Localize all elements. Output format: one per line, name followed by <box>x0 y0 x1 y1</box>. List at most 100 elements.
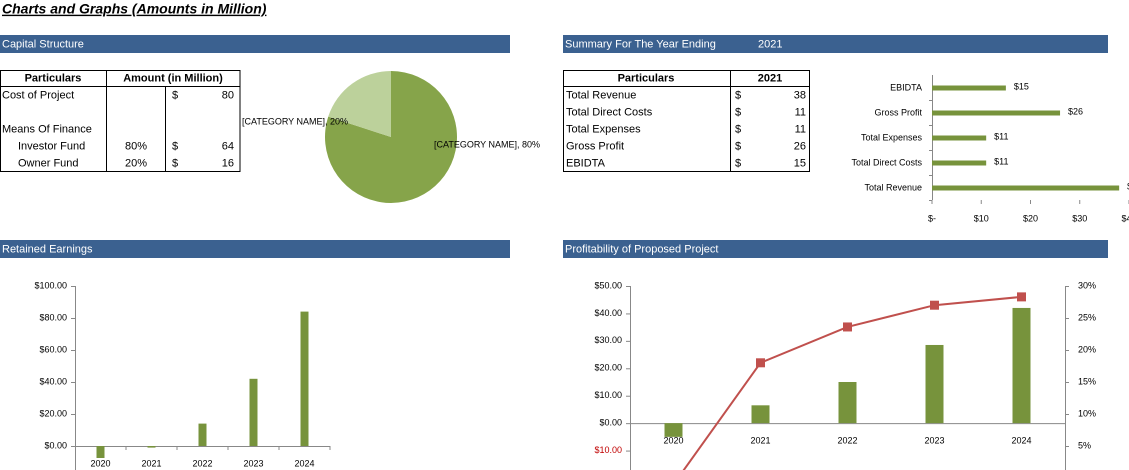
y-tick-label: $10.00 <box>594 445 622 455</box>
bar <box>96 446 105 458</box>
row-currency: $ <box>735 89 741 101</box>
y-tick-label: Gross Profit <box>874 107 922 117</box>
x-tick-label: 2022 <box>837 435 857 445</box>
line-marker <box>843 322 852 332</box>
table-border <box>563 86 810 172</box>
row-currency: $ <box>735 123 741 135</box>
x-tick-label: $20 <box>1023 213 1038 223</box>
y-tick-label: Total Direct Costs <box>851 157 922 167</box>
x-tick-label: $30 <box>1072 213 1087 223</box>
row-share: 80% <box>125 140 147 152</box>
data-label: $26 <box>1068 106 1083 116</box>
y-tick-label: Total Revenue <box>864 182 922 192</box>
row-label: Means Of Finance <box>2 123 92 135</box>
section-header <box>563 240 1108 258</box>
y-tick-label: $40.00 <box>594 308 622 318</box>
y2-tick-label: 20% <box>1078 344 1096 354</box>
bar <box>838 382 857 424</box>
row-label: Cost of Project <box>2 89 74 101</box>
y2-tick-label: 30% <box>1078 280 1096 290</box>
bar <box>751 405 770 424</box>
table-header: Particulars <box>618 72 675 84</box>
y-tick-label: Total Expenses <box>861 132 923 142</box>
y2-tick-label: 15% <box>1078 376 1096 386</box>
y-tick-label: $0.00 <box>599 418 622 428</box>
x-tick-label: 2021 <box>750 435 770 445</box>
row-amount: 64 <box>222 140 234 152</box>
y-tick-label: $20.00 <box>594 363 622 373</box>
line-marker <box>1017 292 1026 302</box>
bar <box>147 446 156 448</box>
row-currency: $ <box>735 140 741 152</box>
table-header: Particulars <box>25 72 82 84</box>
row-amount: 15 <box>794 157 806 169</box>
y2-tick-label: 25% <box>1078 312 1096 322</box>
table-header: 2021 <box>758 72 782 84</box>
section-title: Capital Structure <box>2 38 84 50</box>
data-label: $11 <box>994 156 1008 166</box>
pie-slice <box>328 71 391 137</box>
row-label: EBIDTA <box>566 157 606 169</box>
row-amount: 16 <box>222 157 234 169</box>
x-tick-label: 2020 <box>90 458 110 468</box>
row-share: 20% <box>125 157 147 169</box>
bar <box>300 311 309 446</box>
bar <box>664 423 683 437</box>
section-title: Summary For The Year Ending <box>565 38 716 50</box>
x-tick-label: 2023 <box>924 435 944 445</box>
bar <box>932 135 987 141</box>
bar <box>932 85 1006 91</box>
row-label: Investor Fund <box>18 140 85 152</box>
bar <box>1012 307 1031 424</box>
x-tick-label: 2024 <box>294 458 314 468</box>
y-tick-label: $60.00 <box>39 344 67 354</box>
bar <box>932 185 1120 191</box>
y-tick-label: $50.00 <box>594 280 622 290</box>
y-tick-label: $0.00 <box>44 440 67 450</box>
y-tick-label: $20.00 <box>39 408 67 418</box>
pie-label: [CATEGORY NAME], 20% <box>242 117 348 127</box>
line-marker <box>930 300 939 310</box>
bar <box>925 344 944 424</box>
section-header <box>0 240 510 258</box>
x-tick-label: $- <box>928 213 936 223</box>
x-tick-label: 2021 <box>141 458 161 468</box>
page-title: Charts and Graphs (Amounts in Million) <box>2 1 267 17</box>
section-title: Retained Earnings <box>2 243 93 255</box>
x-tick-label: 2022 <box>192 458 212 468</box>
y2-tick-label: 5% <box>1078 440 1091 450</box>
bar <box>932 160 987 166</box>
summary-year: 2021 <box>758 38 782 50</box>
y2-tick-label: 10% <box>1078 408 1096 418</box>
row-currency: $ <box>172 140 178 152</box>
row-amount: 26 <box>794 140 806 152</box>
row-amount: 80 <box>222 89 234 101</box>
bar <box>198 423 207 446</box>
table-border <box>0 86 241 172</box>
bar <box>249 378 258 446</box>
y-tick-label: EBIDTA <box>890 82 922 92</box>
x-tick-label: 2020 <box>663 435 683 445</box>
row-amount: 38 <box>794 89 806 101</box>
y-tick-label: $30.00 <box>594 335 622 345</box>
section-header <box>563 35 1108 53</box>
row-currency: $ <box>172 89 178 101</box>
table-header: Amount (in Million) <box>123 72 223 84</box>
y-tick-label: $10.00 <box>594 390 622 400</box>
x-tick-label: 2024 <box>1011 435 1031 445</box>
row-currency: $ <box>735 106 741 118</box>
row-amount: 11 <box>795 106 806 118</box>
x-tick-label: $40 <box>1121 213 1129 223</box>
line-marker <box>756 358 765 368</box>
row-currency: $ <box>735 157 741 169</box>
data-label: $15 <box>1014 81 1029 91</box>
pie-label: [CATEGORY NAME], 80% <box>434 140 540 150</box>
x-tick-label: $10 <box>974 213 989 223</box>
x-tick-label: 2023 <box>243 458 263 468</box>
row-label: Total Revenue <box>566 89 636 101</box>
y-tick-label: $80.00 <box>39 312 67 322</box>
y-tick-label: $100.00 <box>34 280 67 290</box>
bar <box>932 110 1061 116</box>
